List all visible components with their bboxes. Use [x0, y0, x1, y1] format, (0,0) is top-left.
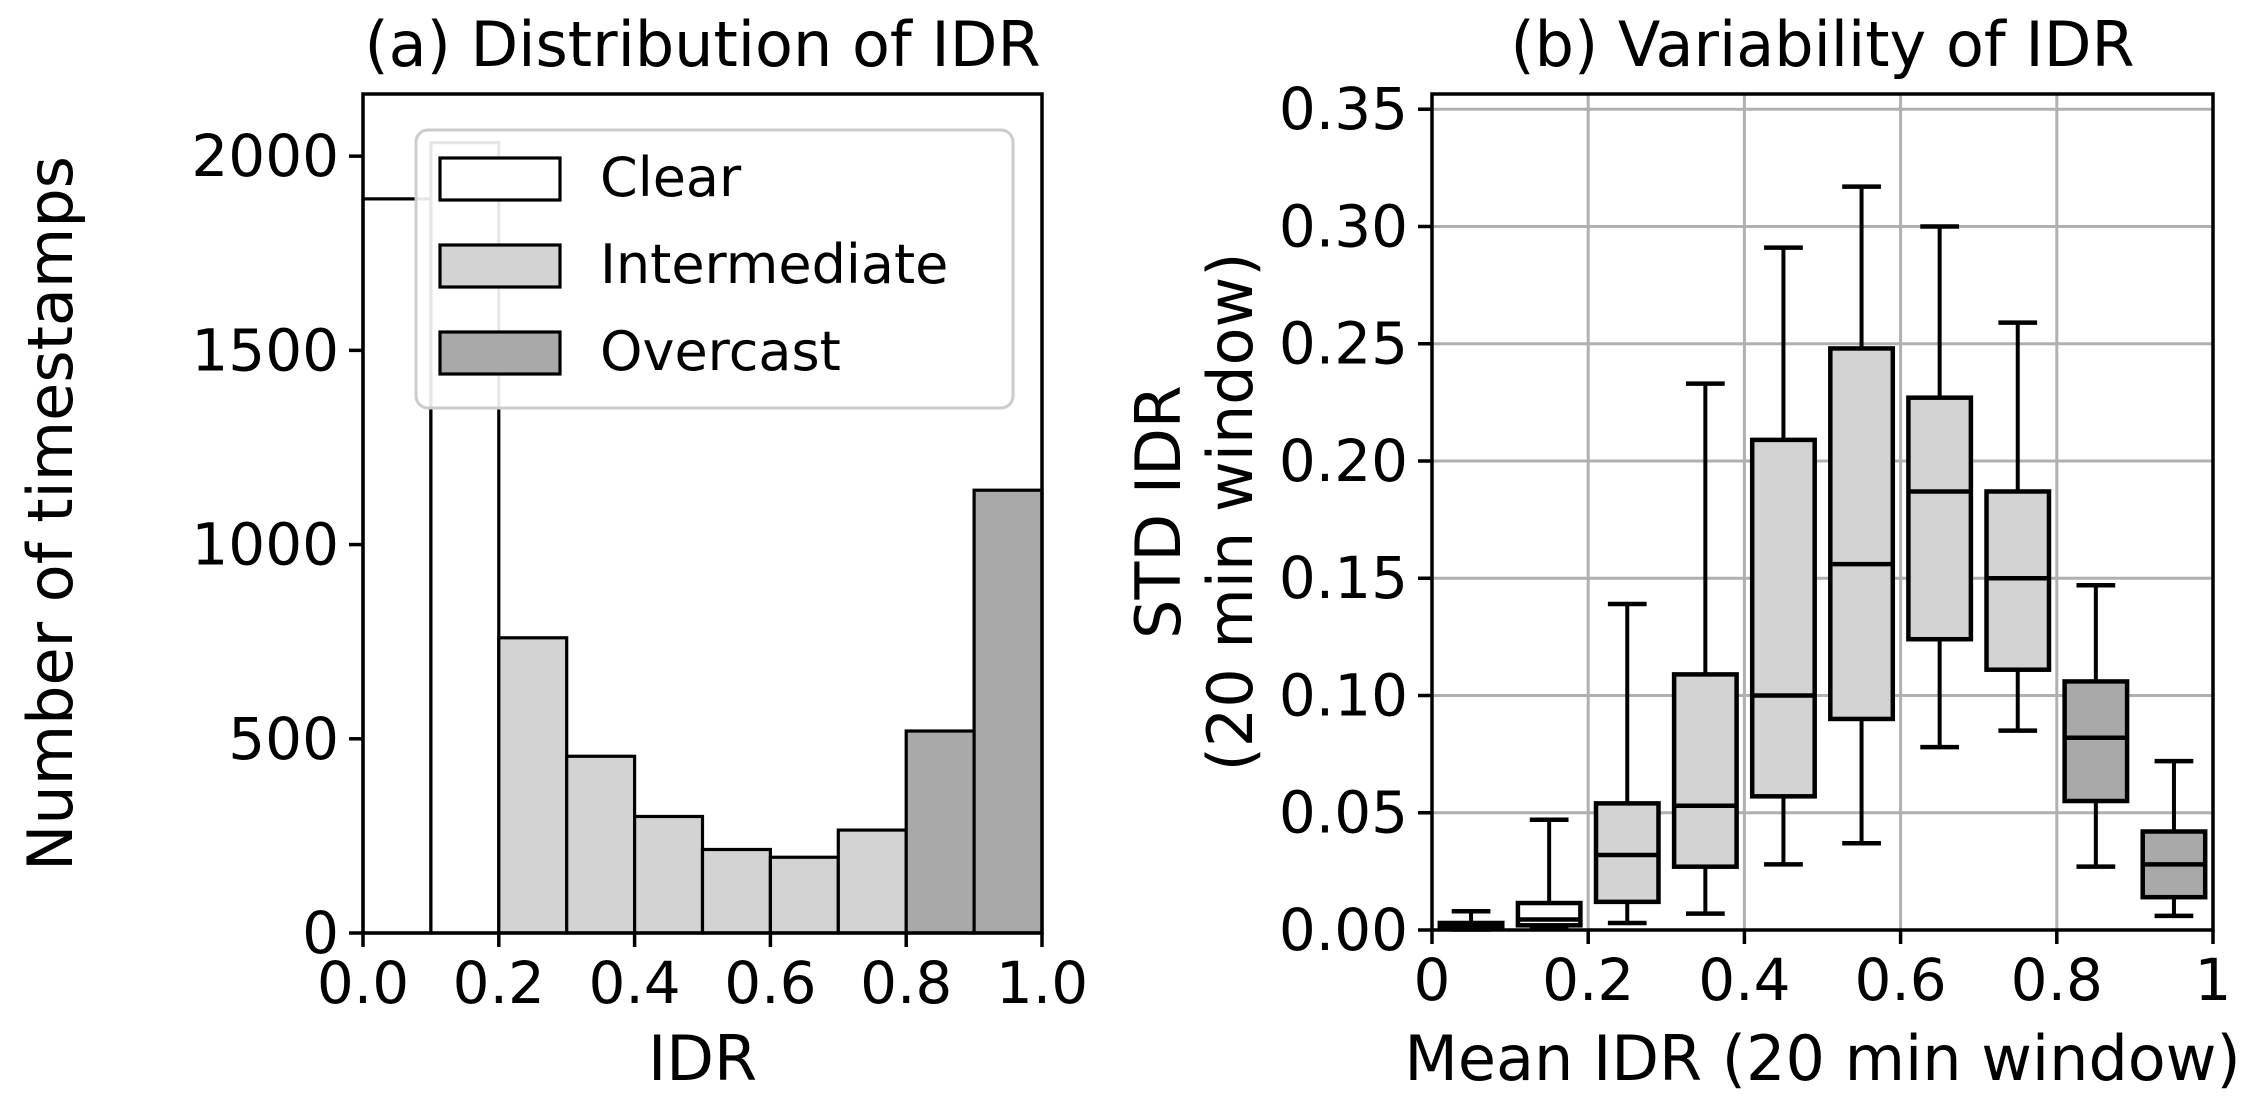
box-rect [1515, 900, 1583, 928]
y-tick-label: 0.20 [1279, 427, 1408, 495]
x-tick-label: 0.6 [724, 949, 816, 1017]
x-tick-label: 1 [2195, 946, 2232, 1014]
y-tick-label: 0.05 [1279, 779, 1408, 847]
histogram-bar-intermediate [700, 847, 773, 935]
x-tick-label: 0.4 [1698, 946, 1790, 1014]
box-rect [2062, 679, 2130, 804]
legend-swatch-intermediate [438, 243, 562, 289]
panel-b-xlabel: Mean IDR (20 min window) [1404, 1022, 2240, 1095]
legend: Clear Intermediate Overcast [414, 128, 1015, 410]
panel-a-xlabel: IDR [648, 1022, 757, 1095]
y-tick-label: 500 [228, 705, 339, 773]
y-tick-label: 0.10 [1279, 661, 1408, 729]
box-4 [1749, 245, 1817, 867]
panel-b-boxplot: 0.00 0.05 0.10 0.15 0.20 0.25 0.30 0.35 0 0.2 0.4 0… [1122, 8, 2241, 1095]
legend-swatch-overcast [438, 330, 562, 376]
y-tick-label: 2000 [191, 122, 339, 190]
histogram-bar-overcast [972, 488, 1044, 935]
x-tick-label: 0.6 [1854, 946, 1946, 1014]
box-3 [1671, 381, 1739, 916]
y-tick-label: 1500 [191, 316, 339, 384]
y-tick-label: 0.35 [1279, 75, 1408, 143]
panel-a-ylabel: Number of timestamps [14, 156, 87, 871]
panel-a-histogram: 0 500 1000 1500 2000 0.0 0.2 0.4 0.6 0.8 1.0 (a) Di… [14, 8, 1088, 1095]
panel-b-spines [1430, 92, 2215, 932]
y-tick-label: 0.25 [1279, 310, 1408, 378]
histogram-bar-overcast [904, 729, 976, 935]
histogram-bar-intermediate [768, 855, 840, 935]
histogram-bar-intermediate [565, 754, 637, 935]
y-tick-label: 0.30 [1279, 192, 1408, 260]
y-tick-label: 0 [302, 899, 339, 967]
box-7 [1984, 320, 2052, 733]
histogram-bar-intermediate [632, 814, 705, 935]
box-5 [1828, 184, 1896, 846]
legend-label-intermediate: Intermediate [600, 233, 948, 296]
x-tick-label: 0 [1414, 946, 1451, 1014]
panel-b-ylabel-line2: (20 min window) [1194, 253, 1267, 772]
panel-b-title: (b) Variability of IDR [1510, 8, 2134, 81]
x-tick-label: 0.8 [2011, 946, 2103, 1014]
histogram-bar-intermediate [836, 828, 908, 935]
y-tick-label: 0.00 [1279, 896, 1408, 964]
legend-label-overcast: Overcast [600, 320, 841, 383]
box-rect [1984, 489, 2052, 672]
panel-b-ylabel-line1: STD IDR [1122, 385, 1195, 639]
box-1 [1515, 817, 1583, 930]
x-tick-label: 0.2 [1542, 946, 1634, 1014]
y-tick-label: 0.15 [1279, 544, 1408, 612]
x-tick-label: 0.8 [860, 949, 952, 1017]
histogram-bar-intermediate [497, 636, 569, 935]
box-6 [1906, 224, 1974, 750]
panel-a-title: (a) Distribution of IDR [364, 8, 1040, 81]
x-tick-label: 1.0 [996, 949, 1088, 1017]
box-0 [1437, 908, 1505, 932]
x-tick-label: 0.4 [588, 949, 680, 1017]
box-rect [1828, 346, 1896, 722]
box-9 [2140, 758, 2208, 919]
box-8 [2062, 583, 2130, 869]
legend-swatch-clear [438, 156, 562, 202]
legend-label-clear: Clear [600, 146, 742, 209]
y-tick-label: 1000 [191, 511, 339, 579]
box-rect [1671, 672, 1739, 869]
box-rect [1749, 437, 1817, 799]
x-tick-label: 0.0 [317, 949, 409, 1017]
box-2 [1593, 601, 1661, 926]
x-tick-label: 0.2 [453, 949, 545, 1017]
panel-a-spines [361, 92, 1044, 935]
legend-frame [414, 128, 1015, 410]
box-rect [1593, 801, 1661, 905]
box-rect [1906, 395, 1974, 642]
